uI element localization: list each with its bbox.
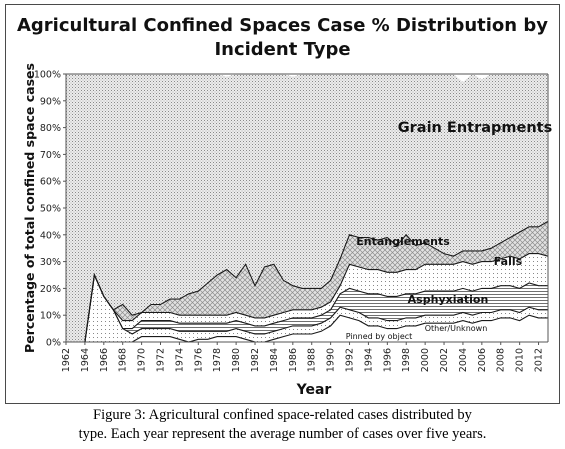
x-tick-label: 1990: [326, 348, 337, 372]
x-tick-label: 1988: [307, 348, 318, 372]
area-other-unknown: [66, 275, 548, 342]
x-tick-label: 2004: [458, 348, 469, 372]
y-tick-label: 100%: [34, 70, 61, 81]
x-tick-label: 1966: [99, 348, 110, 372]
series-boundary-lines: [66, 73, 549, 343]
series-label-pinned-by-object: Pinned by object: [346, 332, 413, 341]
x-tick-label: 1976: [193, 348, 204, 372]
y-tick-label: 10%: [40, 311, 61, 322]
line-top-asphyxiation: [66, 273, 548, 343]
figure-caption: Figure 3: Agricultural confined space-re…: [0, 406, 565, 444]
y-axis-title: Percentage of total confined space cases: [22, 63, 37, 353]
series-label-other-unknown: Other/Unknown: [425, 324, 488, 333]
line-top-other-unknown: [66, 273, 548, 343]
x-tick-label: 1986: [288, 348, 299, 372]
x-tick-label: 1992: [345, 348, 356, 372]
y-tick-label: 50%: [40, 204, 61, 215]
x-tick-label: 2010: [515, 348, 526, 372]
y-tick-label: 20%: [40, 284, 61, 295]
y-tick-label: 60%: [40, 177, 61, 188]
line-top-pinned-by-object: [66, 314, 548, 343]
area-grain-entrapments: [66, 74, 548, 342]
x-tick-label: 1978: [212, 348, 223, 372]
series-label-grain-entrapments: Grain Entrapments: [398, 120, 552, 136]
y-axis-ticks: 0% 10% 20% 30% 40% 50% 60% 70% 80% 90% 100%: [34, 70, 66, 349]
series-label-asphyxiation: Asphyxiation: [408, 293, 489, 306]
x-tick-label: 2000: [420, 348, 431, 372]
chart-title: Agricultural Confined Spaces Case % Dist…: [0, 14, 565, 62]
series-label-entanglements: Entanglements: [356, 235, 450, 248]
x-tick-label: 1984: [269, 348, 280, 372]
x-tick-label: 2006: [477, 348, 488, 372]
area-asphyxiation: [66, 275, 548, 342]
x-axis-title: Year: [296, 382, 332, 398]
y-tick-label: 70%: [40, 150, 61, 161]
y-tick-label: 30%: [40, 257, 61, 268]
x-tick-label: 2008: [496, 348, 507, 372]
line-top-falls: [66, 253, 549, 343]
chart-title-line-1: Agricultural Confined Spaces Case % Dist…: [16, 15, 549, 36]
x-tick-label: 1968: [118, 348, 129, 372]
area-pinned-by-object: [66, 315, 548, 342]
x-tick-label: 1994: [363, 348, 374, 372]
x-tick-label: 1970: [137, 348, 148, 372]
series-label-falls: Falls: [494, 255, 523, 268]
y-tick-label: 0%: [46, 338, 61, 349]
line-top-entanglements: [66, 220, 549, 343]
x-tick-label: 1980: [231, 348, 242, 372]
caption-line-1: Figure 3: Agricultural confined space-re…: [93, 407, 472, 423]
series-areas: [66, 74, 548, 342]
y-tick-label: 80%: [40, 123, 61, 134]
x-tick-label: 1996: [382, 348, 393, 372]
x-tick-label: 1972: [156, 348, 167, 372]
x-tick-label: 1998: [401, 348, 412, 372]
x-tick-label: 1962: [61, 348, 72, 372]
caption-line-2: type. Each year represent the average nu…: [78, 426, 487, 442]
x-axis-ticks: 1962 1964 1966 1968 1970 1972 1974 1976 1978 1980…: [61, 342, 545, 372]
x-tick-label: 1974: [174, 348, 185, 372]
area-falls: [66, 253, 548, 342]
x-tick-label: 1964: [80, 348, 91, 372]
x-tick-label: 2002: [439, 348, 450, 372]
x-tick-label: 1982: [250, 348, 261, 372]
area-entanglements: [66, 221, 548, 342]
y-tick-label: 40%: [40, 230, 61, 241]
chart-title-line-2: Incident Type: [214, 39, 351, 60]
y-tick-label: 90%: [40, 96, 61, 107]
x-tick-label: 2012: [534, 348, 545, 372]
